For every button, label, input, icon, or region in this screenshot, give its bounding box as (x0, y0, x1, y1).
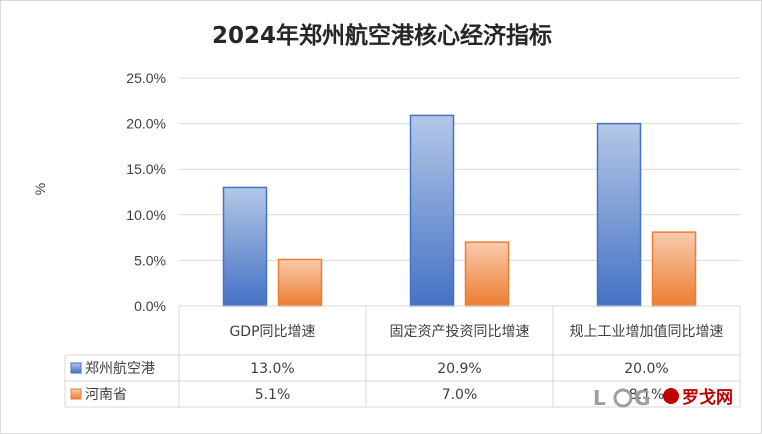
bar-airport (222, 186, 268, 307)
series-name: 河南省 (85, 387, 127, 403)
y-tick-label: 10.0% (126, 207, 166, 223)
category-label: GDP同比增速 (229, 324, 315, 340)
data-label: 13.0% (250, 361, 294, 377)
bar-henan (464, 241, 510, 307)
svg-text:G: G (634, 386, 650, 410)
y-tick-label: 25.0% (126, 70, 166, 86)
log-logo-icon: L G (593, 386, 679, 410)
bar-airport (596, 122, 642, 307)
data-label: 20.9% (437, 361, 481, 377)
watermark-text: 罗戈网 (682, 387, 733, 408)
y-tick-label: 5.0% (134, 252, 166, 268)
bar-henan (277, 258, 323, 307)
data-label: 8.1% (629, 387, 665, 403)
bar-henan (651, 231, 697, 307)
y-axis-label: % (32, 183, 48, 195)
y-tick-labels: 0.0% 5.0% 10.0% 15.0% 20.0% 25.0% (126, 70, 166, 314)
svg-text:L: L (593, 386, 606, 410)
series-name: 郑州航空港 (85, 361, 155, 377)
category-label: 规上工业增加值同比增速 (570, 324, 724, 340)
chart-title: 2024年郑州航空港核心经济指标 (212, 22, 552, 49)
legend-key-henan (70, 388, 82, 400)
data-label: 7.0% (442, 387, 478, 403)
bars (222, 114, 697, 307)
category-label: 固定资产投资同比增速 (390, 324, 530, 340)
watermark: L G 罗戈网 (593, 386, 733, 410)
y-tick-label: 0.0% (134, 298, 166, 314)
bar-airport (409, 114, 455, 307)
data-label: 20.0% (624, 361, 668, 377)
legend-key-airport (70, 362, 82, 374)
data-label: 5.1% (255, 387, 291, 403)
y-tick-label: 15.0% (126, 161, 166, 177)
y-tick-label: 20.0% (126, 116, 166, 132)
